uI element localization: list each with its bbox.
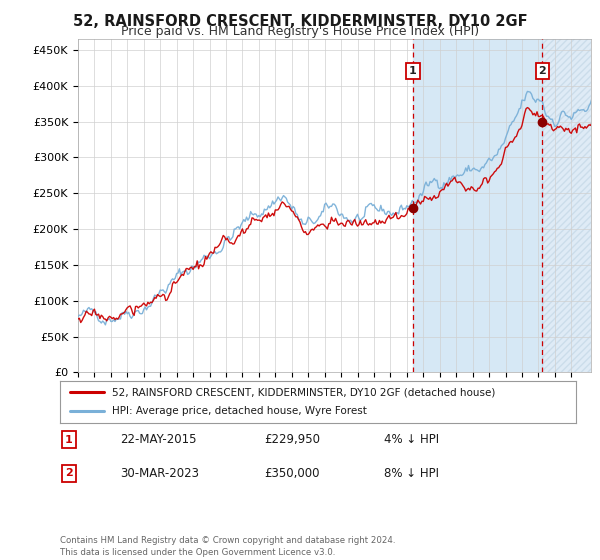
Text: 8% ↓ HPI: 8% ↓ HPI bbox=[384, 466, 439, 480]
Text: Contains HM Land Registry data © Crown copyright and database right 2024.
This d: Contains HM Land Registry data © Crown c… bbox=[60, 536, 395, 557]
Text: 22-MAY-2015: 22-MAY-2015 bbox=[120, 433, 197, 446]
Text: 4% ↓ HPI: 4% ↓ HPI bbox=[384, 433, 439, 446]
Bar bbox=[542, 39, 591, 372]
Text: 1: 1 bbox=[409, 66, 417, 76]
Text: 52, RAINSFORD CRESCENT, KIDDERMINSTER, DY10 2GF: 52, RAINSFORD CRESCENT, KIDDERMINSTER, D… bbox=[73, 14, 527, 29]
Bar bbox=[413, 39, 542, 372]
Text: HPI: Average price, detached house, Wyre Forest: HPI: Average price, detached house, Wyre… bbox=[112, 407, 367, 417]
Text: £229,950: £229,950 bbox=[264, 433, 320, 446]
Text: Price paid vs. HM Land Registry's House Price Index (HPI): Price paid vs. HM Land Registry's House … bbox=[121, 25, 479, 38]
Text: 1: 1 bbox=[65, 435, 73, 445]
Text: £350,000: £350,000 bbox=[264, 466, 320, 480]
Text: 2: 2 bbox=[65, 468, 73, 478]
Text: 2: 2 bbox=[539, 66, 547, 76]
Text: 30-MAR-2023: 30-MAR-2023 bbox=[120, 466, 199, 480]
Text: 52, RAINSFORD CRESCENT, KIDDERMINSTER, DY10 2GF (detached house): 52, RAINSFORD CRESCENT, KIDDERMINSTER, D… bbox=[112, 387, 495, 397]
